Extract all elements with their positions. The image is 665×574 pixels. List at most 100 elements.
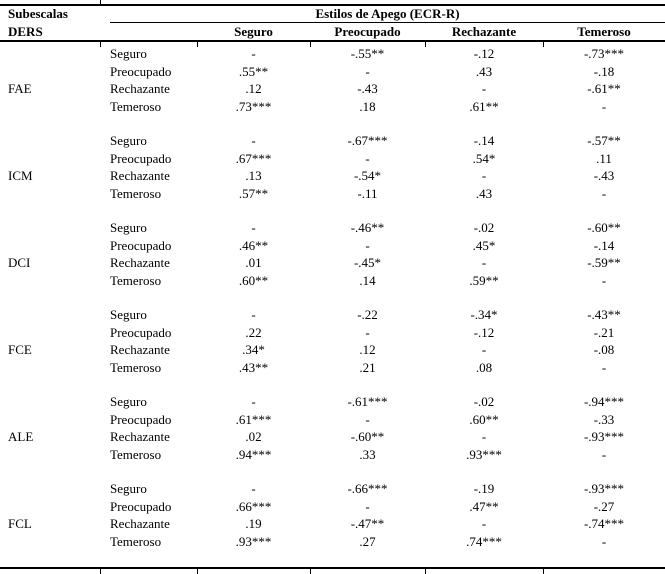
column-boundary-tick bbox=[425, 569, 426, 574]
table-body: Seguro - -.55** -.12 -.73*** Preocupado .55** -… bbox=[0, 45, 665, 567]
table-row: Seguro - -.22 -.34* -.43** bbox=[0, 306, 665, 324]
row-label: Rechazante bbox=[110, 255, 170, 270]
value-cell: -.14 bbox=[473, 133, 495, 148]
column-boundary-tick bbox=[310, 42, 311, 47]
row-label: Rechazante bbox=[110, 81, 170, 96]
group-label bbox=[0, 306, 100, 324]
value-cell: - bbox=[365, 498, 370, 514]
table-row: Seguro - -.67*** -.14 -.57** bbox=[0, 132, 665, 150]
header-separator-rule bbox=[0, 40, 665, 42]
value-cell: .33 bbox=[359, 446, 376, 462]
value-cell: - bbox=[251, 394, 256, 409]
value-cell: .93*** bbox=[235, 533, 272, 549]
value-cell: -.34* bbox=[470, 307, 498, 322]
value-cell: .12 bbox=[359, 342, 376, 357]
row-label: Rechazante bbox=[110, 516, 170, 531]
value-cell: - bbox=[481, 255, 487, 270]
value-cell: .43 bbox=[475, 63, 493, 79]
value-cell: .27 bbox=[359, 533, 376, 549]
value-cell: -.74*** bbox=[583, 516, 625, 531]
column-boundary-tick bbox=[100, 0, 101, 4]
value-cell: .67*** bbox=[235, 150, 272, 166]
row-header-title-line2: DERS bbox=[8, 24, 43, 39]
row-label: Temeroso bbox=[110, 98, 162, 114]
column-boundary-tick bbox=[100, 569, 101, 574]
spanning-header-underline bbox=[110, 22, 665, 23]
table-row: Seguro - -.55** -.12 -.73*** bbox=[0, 45, 665, 63]
group-label bbox=[0, 219, 100, 237]
value-cell: -.33 bbox=[593, 411, 615, 427]
row-header-title-line1: Subescalas bbox=[8, 6, 68, 21]
table-row: FCE Rechazante .34* .12 - -.08 bbox=[0, 341, 665, 359]
group-label bbox=[0, 393, 100, 411]
table-row: ALE Rechazante .02 -.60** - -.93*** bbox=[0, 428, 665, 446]
value-cell: -.54* bbox=[353, 168, 382, 183]
value-cell: .22 bbox=[245, 324, 262, 340]
value-cell: .66*** bbox=[235, 498, 272, 514]
value-cell: -.46** bbox=[350, 220, 385, 235]
value-cell: .21 bbox=[359, 359, 376, 375]
table-row: DCI Rechazante .01 -.45* - -.59** bbox=[0, 254, 665, 272]
column-boundary-tick bbox=[425, 42, 426, 47]
value-cell: .60** bbox=[238, 272, 269, 288]
value-cell: - bbox=[601, 359, 607, 375]
value-cell: -.57** bbox=[587, 133, 621, 148]
table-row: FAE Rechazante .12 -.43 - -.61** bbox=[0, 80, 665, 98]
group-label bbox=[0, 533, 100, 551]
group-label bbox=[0, 132, 100, 150]
table-row: ICM Rechazante .13 -.54* - -.43 bbox=[0, 167, 665, 185]
table-row: Temeroso .43** .21 .08 - bbox=[0, 359, 665, 377]
value-cell: -.93*** bbox=[583, 429, 625, 444]
value-cell: -.08 bbox=[593, 342, 615, 357]
value-cell: - bbox=[251, 133, 256, 148]
value-cell: .18 bbox=[359, 98, 376, 114]
value-cell: - bbox=[251, 307, 256, 322]
value-cell: .11 bbox=[596, 150, 612, 166]
value-cell: -.47** bbox=[350, 516, 385, 531]
value-cell: .43** bbox=[238, 359, 269, 375]
value-cell: - bbox=[481, 342, 487, 357]
row-label: Rechazante bbox=[110, 342, 170, 357]
value-cell: -.66*** bbox=[347, 481, 388, 496]
table-row: Temeroso .73*** .18 .61** - bbox=[0, 98, 665, 116]
row-label: Preocupado bbox=[110, 63, 172, 79]
value-cell: -.02 bbox=[473, 394, 495, 409]
value-cell: -.55** bbox=[350, 46, 385, 61]
value-cell: -.43 bbox=[357, 81, 378, 96]
subscale-group-fcl: Seguro - -.66*** -.19 -.93*** Preocupado .66**… bbox=[0, 480, 665, 550]
value-cell: .45* bbox=[472, 237, 496, 253]
table-row: Temeroso .60** .14 .59** - bbox=[0, 272, 665, 290]
value-cell: -.61** bbox=[587, 81, 621, 96]
table-row: Preocupado .61*** - .60** -.33 bbox=[0, 411, 665, 429]
value-cell: .47** bbox=[469, 498, 499, 514]
table-row: Preocupado .66*** - .47** -.27 bbox=[0, 498, 665, 516]
row-label: Preocupado bbox=[110, 237, 172, 253]
column-header-seguro: Seguro bbox=[234, 24, 273, 39]
group-label: ALE bbox=[8, 429, 34, 444]
value-cell: .02 bbox=[245, 429, 262, 444]
value-cell: - bbox=[481, 81, 487, 96]
subscale-group-ale: Seguro - -.61*** -.02 -.94*** Preocupado .61**… bbox=[0, 393, 665, 463]
group-label bbox=[0, 45, 100, 63]
value-cell: .54* bbox=[472, 150, 496, 166]
table-row: Preocupado .67*** - .54* .11 bbox=[0, 150, 665, 168]
row-label: Temeroso bbox=[110, 272, 162, 288]
column-boundary-tick bbox=[543, 42, 544, 47]
column-header-temeroso: Temeroso bbox=[577, 24, 631, 39]
value-cell: - bbox=[481, 429, 487, 444]
value-cell: -.59** bbox=[587, 255, 621, 270]
value-cell: -.19 bbox=[473, 481, 495, 496]
group-label: ICM bbox=[8, 168, 33, 183]
row-label: Seguro bbox=[110, 307, 147, 322]
value-cell: -.43** bbox=[587, 307, 621, 322]
value-cell: .46** bbox=[238, 237, 269, 253]
group-label bbox=[0, 446, 100, 464]
row-label: Seguro bbox=[110, 46, 147, 61]
group-label: FCL bbox=[8, 516, 32, 531]
table-row: Preocupado .55** - .43 -.18 bbox=[0, 63, 665, 81]
group-label: FAE bbox=[8, 81, 32, 96]
table-row: FCL Rechazante .19 -.47** - -.74*** bbox=[0, 515, 665, 533]
spanning-column-header: Estilos de Apego (ECR-R) bbox=[315, 6, 460, 21]
value-cell: .60** bbox=[469, 411, 499, 427]
